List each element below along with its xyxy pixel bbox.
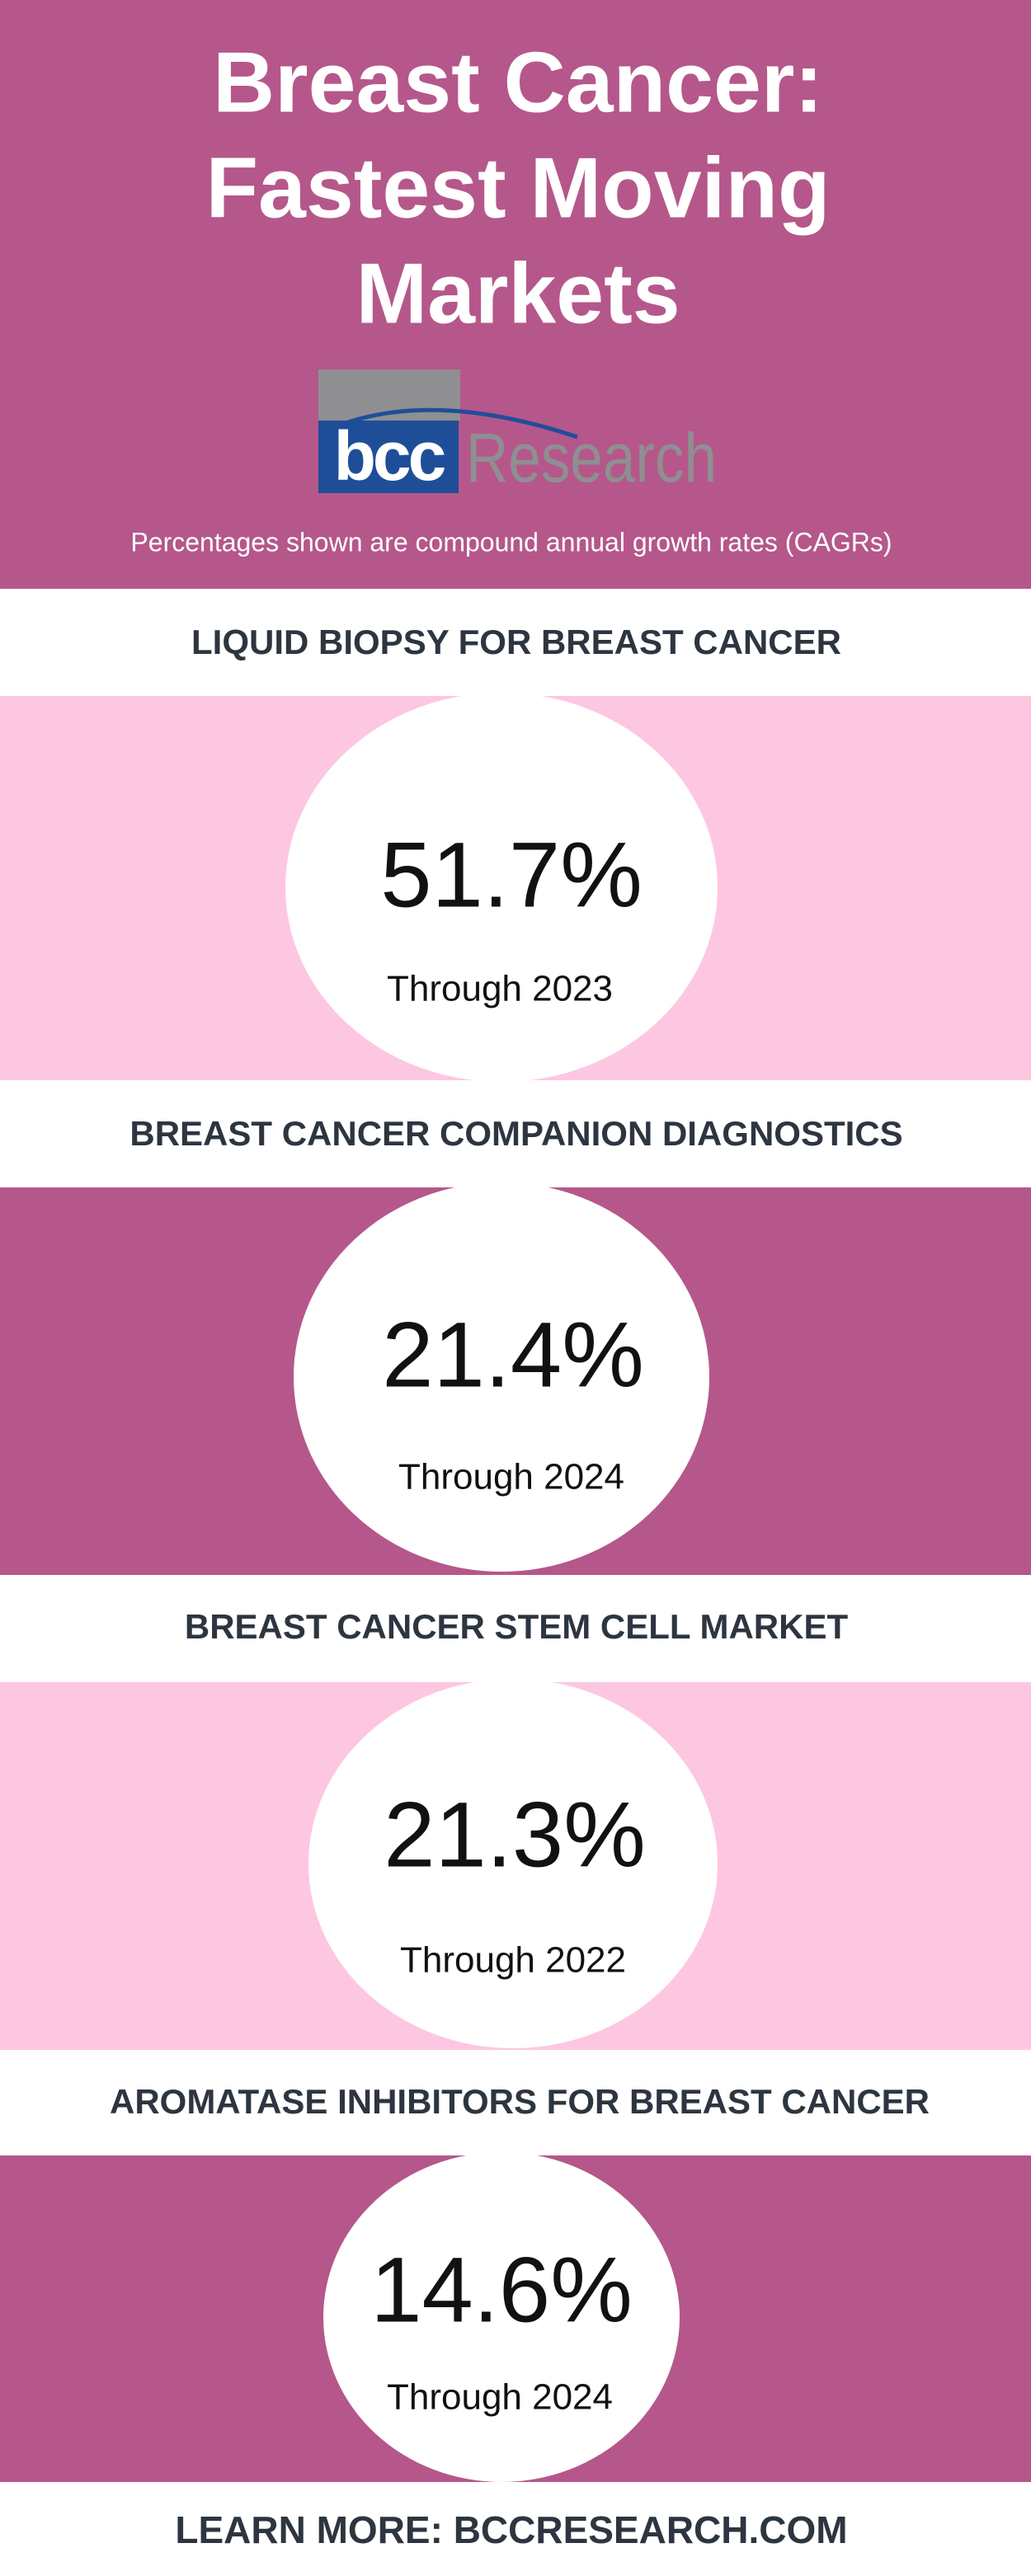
heading-band bbox=[0, 589, 1031, 696]
value-circle bbox=[285, 693, 718, 1082]
growth-value: 21.4% bbox=[382, 1304, 644, 1407]
header-bg bbox=[0, 0, 1031, 589]
period: Through 2024 bbox=[387, 2377, 613, 2418]
section-heading: AROMATASE INHIBITORS FOR BREAST CANCER bbox=[110, 2082, 930, 2121]
subtitle: Percentages shown are compound annual gr… bbox=[130, 527, 892, 557]
period: Through 2023 bbox=[387, 969, 613, 1009]
section-heading: BREAST CANCER COMPANION DIAGNOSTICS bbox=[129, 1114, 902, 1153]
value-circle bbox=[308, 1679, 718, 2048]
footer-band bbox=[0, 2482, 1031, 2576]
title-line: Breast Cancer: bbox=[213, 35, 823, 130]
section-heading: BREAST CANCER STEM CELL MARKET bbox=[185, 1607, 849, 1646]
heading-band bbox=[0, 1575, 1031, 1682]
title-line: Fastest Moving bbox=[206, 140, 831, 236]
logo-brand: bcc bbox=[334, 417, 445, 495]
logo-word: Research bbox=[466, 419, 717, 496]
value-circle bbox=[323, 2152, 680, 2482]
growth-value: 51.7% bbox=[380, 824, 643, 927]
logo-blue-block bbox=[318, 421, 459, 493]
footer-link[interactable]: LEARN MORE: BCCRESEARCH.COM bbox=[175, 2508, 847, 2551]
section-heading: LIQUID BIOPSY FOR BREAST CANCER bbox=[191, 623, 841, 661]
growth-value: 14.6% bbox=[370, 2239, 633, 2342]
logo: bcc Research bbox=[318, 369, 717, 496]
period: Through 2024 bbox=[398, 1457, 624, 1497]
period: Through 2022 bbox=[400, 1940, 626, 1981]
value-circle bbox=[294, 1182, 709, 1572]
logo-swoosh bbox=[329, 407, 578, 440]
heading-band bbox=[3, 2050, 1031, 2155]
growth-value: 21.3% bbox=[384, 1784, 646, 1887]
title-line: Markets bbox=[355, 246, 680, 341]
heading-band bbox=[0, 1080, 1031, 1187]
